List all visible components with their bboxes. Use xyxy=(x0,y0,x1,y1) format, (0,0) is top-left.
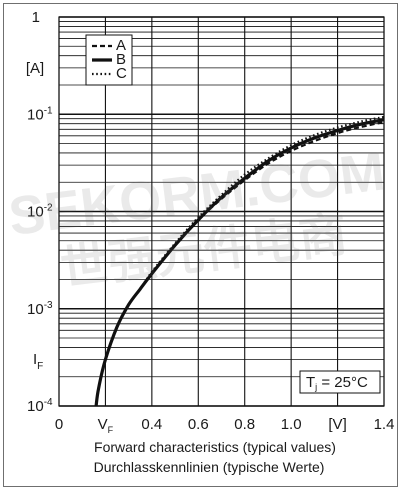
legend-label-b: B xyxy=(116,51,126,68)
temperature-annotation: Tj = 25°C xyxy=(299,370,381,394)
x-tick-label: 0.8 xyxy=(234,416,255,433)
caption-line-1: Forward characteristics (typical values) xyxy=(94,439,336,455)
annotation-sub: j xyxy=(314,382,317,392)
annotation-text: Tj = 25°C xyxy=(306,374,368,392)
legend: ABC xyxy=(85,34,133,86)
x-tick-label: VF xyxy=(98,416,114,435)
y-tick-labels: 1 10-1 10-2 10-3 10-4 xyxy=(27,9,53,415)
chart-frame xyxy=(3,3,398,487)
y-unit-label: [A] xyxy=(26,60,44,77)
y-tick-label: 10-4 xyxy=(27,397,53,415)
series-line-b xyxy=(94,118,384,406)
x-tick-label: 0.4 xyxy=(141,416,162,433)
x-tick-label: 1.0 xyxy=(281,416,302,433)
y-tick-label: 10-1 xyxy=(27,105,53,123)
y-axis-symbol-main: I xyxy=(33,351,37,368)
x-tick-label: 0.6 xyxy=(188,416,209,433)
y-tick-label: 10-3 xyxy=(27,300,53,318)
y-tick-label: 1 xyxy=(32,9,40,26)
series-line-c xyxy=(95,115,384,406)
x-tick-label: 0 xyxy=(55,416,63,433)
x-tick-label: [V] xyxy=(328,416,346,433)
annotation-base: T xyxy=(306,374,315,391)
legend-label-a: A xyxy=(116,37,126,54)
minor-gridlines xyxy=(59,21,384,378)
caption-line-2: Durchlasskennlinien (typische Werte) xyxy=(94,459,325,475)
x-tick-label: 1.4 xyxy=(374,416,395,433)
annotation-box xyxy=(299,370,381,394)
annotation-rest: = 25°C xyxy=(317,374,368,391)
y-axis-symbol-sub: F xyxy=(37,361,43,372)
series-line-a xyxy=(95,121,384,406)
y-axis-symbol: IF xyxy=(33,351,43,372)
y-tick-label: 10-2 xyxy=(27,203,53,221)
series-curves xyxy=(94,115,384,406)
x-tick-labels: 0 VF 0.4 0.6 0.8 1.0 [V] 1.4 xyxy=(55,416,395,435)
legend-label-c: C xyxy=(116,65,127,82)
plot-border xyxy=(58,16,385,407)
